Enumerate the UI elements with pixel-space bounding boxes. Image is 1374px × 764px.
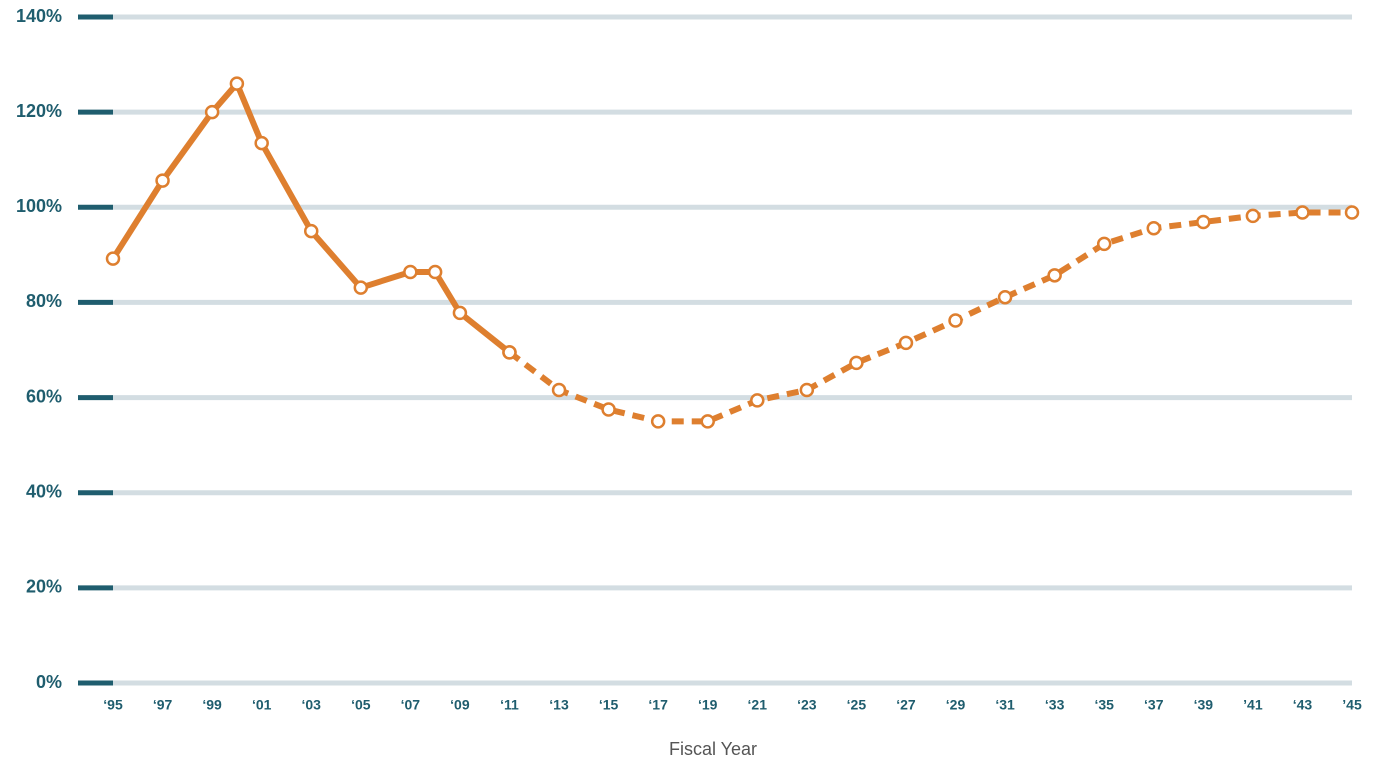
x-tick-label: ‘01 [252, 697, 272, 713]
x-tick-label: ‘19 [698, 697, 718, 713]
point-marker [799, 382, 815, 398]
x-tick-label: ‘25 [847, 697, 867, 713]
x-tick-label: ‘95 [103, 697, 123, 713]
point-marker [948, 313, 963, 328]
x-tick-label: ‘23 [797, 697, 817, 713]
x-tick-label: ‘99 [202, 697, 222, 713]
point-marker [229, 76, 245, 91]
x-tick-label: ‘17 [648, 697, 668, 713]
y-tick-label: 140% [16, 6, 62, 26]
series-line [110, 77, 512, 355]
point-marker [650, 414, 666, 429]
point-marker [898, 335, 914, 351]
y-tick-label: 40% [26, 481, 62, 501]
point-marker [502, 345, 517, 360]
x-tick-label: ‘05 [351, 697, 371, 713]
x-tick-label: ‘37 [1144, 697, 1164, 713]
x-tick-label: ‘13 [549, 697, 569, 713]
point-marker [155, 173, 170, 188]
point-marker [700, 414, 715, 429]
point-marker [750, 393, 765, 408]
point-marker [353, 280, 369, 295]
y-tick-label: 20% [26, 577, 62, 597]
point-marker [997, 289, 1013, 305]
x-tick-label: ‘15 [599, 697, 619, 713]
x-tick-label: ‘39 [1194, 697, 1214, 713]
point-marker [601, 402, 616, 417]
y-tick-label: 0% [36, 672, 62, 692]
point-marker [254, 135, 269, 151]
point-marker [452, 305, 468, 321]
x-tick-label: ‘21 [748, 697, 768, 713]
point-marker [204, 104, 220, 120]
x-tick-label: ‘03 [302, 697, 322, 713]
point-marker [551, 382, 567, 398]
x-tick-label: ‘31 [995, 697, 1015, 713]
point-marker [1096, 236, 1112, 252]
x-tick-label: ‘27 [896, 697, 916, 713]
point-marker [1245, 208, 1261, 224]
x-tick-label: ’41 [1243, 697, 1263, 713]
point-marker [303, 223, 319, 239]
x-axis-label: Fiscal Year [669, 739, 757, 759]
y-tick-label: 120% [16, 101, 62, 121]
y-tick-label: 80% [26, 291, 62, 311]
x-tick-label: ‘11 [500, 697, 519, 713]
x-tick-label: ‘35 [1094, 697, 1114, 713]
point-marker [1196, 214, 1211, 230]
point-marker [849, 355, 864, 371]
point-marker [403, 264, 418, 280]
point-marker [1146, 220, 1162, 236]
point-marker [1295, 205, 1310, 220]
x-tick-label: ‘97 [153, 697, 173, 713]
series-line [507, 209, 1352, 425]
x-tick-label: ‘07 [401, 697, 421, 713]
point-marker [1047, 268, 1062, 283]
y-tick-label: 100% [16, 196, 62, 216]
x-tick-label: ‘33 [1045, 697, 1065, 713]
y-tick-label: 60% [26, 386, 62, 406]
x-tick-label: ‘09 [450, 697, 470, 713]
point-marker [427, 264, 443, 280]
x-tick-label: ’45 [1342, 697, 1362, 713]
x-tick-label: ‘29 [946, 697, 966, 713]
point-marker [105, 251, 121, 266]
x-tick-label: ‘43 [1293, 697, 1313, 713]
point-marker [1344, 205, 1360, 220]
